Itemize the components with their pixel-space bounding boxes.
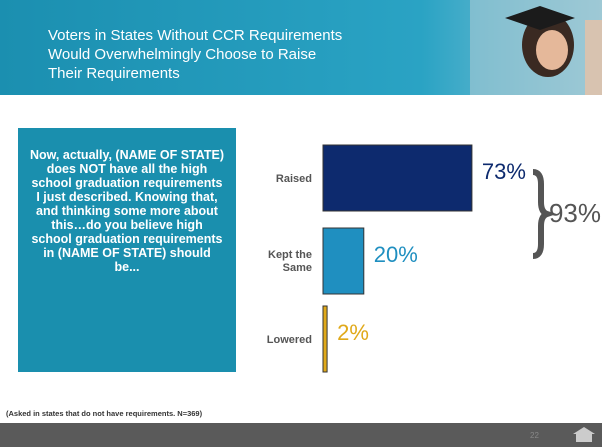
bar xyxy=(322,144,473,212)
category-label: Lowered xyxy=(267,334,312,346)
annotation: 93% xyxy=(549,198,601,228)
bracket xyxy=(532,169,557,259)
category-label: Same xyxy=(283,262,312,274)
footer-band xyxy=(0,423,602,447)
page-number: 22 xyxy=(530,431,539,440)
slide-title: Voters in States Without CCR Requirement… xyxy=(48,27,343,82)
category-label: Lowered xyxy=(267,334,312,346)
value-label: 73% xyxy=(482,159,526,184)
question-box: Now, actually, (NAME OF STATE) does NOT … xyxy=(18,128,236,372)
value-label: 2% xyxy=(337,320,369,345)
category-label: Kept the Same xyxy=(268,249,312,274)
category-label: Kept the xyxy=(268,249,312,261)
value-label: 20% xyxy=(374,242,418,267)
bar xyxy=(322,305,328,373)
footer-icon xyxy=(573,427,595,442)
category-label: Raised xyxy=(276,173,312,185)
footnote: (Asked in states that do not have requir… xyxy=(6,409,203,418)
header-photo xyxy=(470,0,602,95)
bar xyxy=(322,227,365,295)
category-label: Raised xyxy=(276,173,312,185)
